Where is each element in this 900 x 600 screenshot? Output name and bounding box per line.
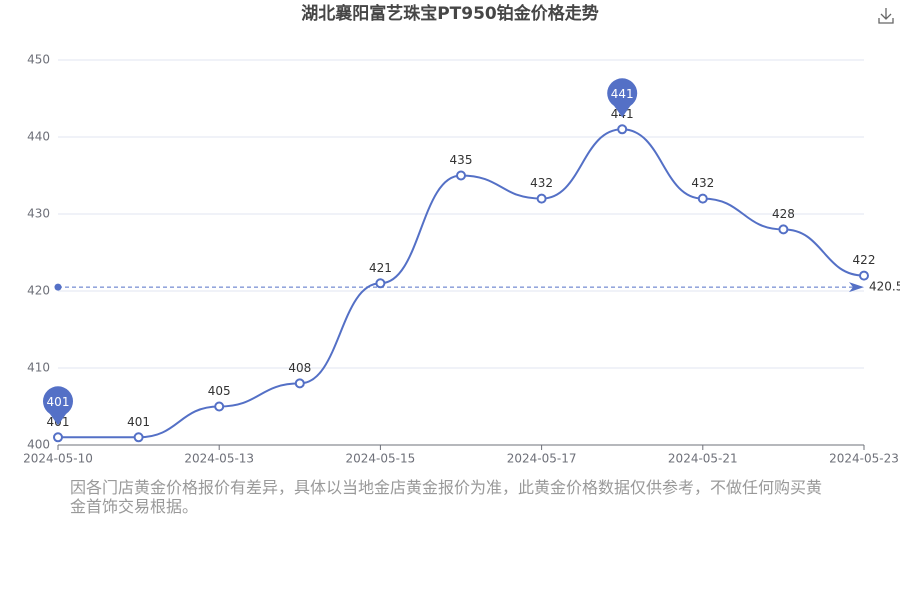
y-tick-label: 410 [27,361,50,375]
point [778,224,789,235]
x-tick-label: 2024-05-10 [23,452,93,466]
point [294,378,305,389]
x-tick-label: 2024-05-17 [507,452,577,466]
x-tick-label: 2024-05-15 [346,452,416,466]
value-label: 432 [530,176,553,190]
chart-title: 湖北襄阳富艺珠宝PT950铂金价格走势 [301,3,599,24]
point [536,193,547,204]
x-tick-label: 2024-05-13 [184,452,254,466]
value-label: 405 [208,384,231,398]
y-tick-label: 440 [27,130,50,144]
value-label: 422 [853,253,876,267]
average-arrow [849,282,864,293]
pin-head [43,386,73,417]
y-tick-label: 420 [27,284,50,298]
value-label: 432 [691,176,714,190]
pin-label: 441 [611,87,634,101]
value-label: 435 [450,153,473,167]
point [617,124,628,135]
value-label: 408 [288,361,311,375]
footnote: 因各门店黄金价格报价有差异，具体以当地金店黄金报价为准，此黄金价格数据仅供参考，… [70,478,823,516]
value-label: 401 [127,415,150,429]
point [214,401,225,412]
value-label: 421 [369,261,392,275]
average-start [54,283,62,291]
value-label: 428 [772,207,795,221]
x-tick-label: 2024-05-21 [668,452,738,466]
point [53,432,63,443]
point [697,193,708,204]
download-icon[interactable] [878,8,894,24]
point [375,278,386,289]
pin-head [607,78,638,109]
y-tick-label: 430 [27,207,50,221]
point [133,432,144,443]
average-label: 420.5 [869,280,900,294]
pin-label: 401 [47,395,70,409]
y-tick-label: 400 [27,438,50,452]
point [456,170,466,181]
point [859,270,869,281]
x-tick-label: 2024-05-23 [829,452,899,466]
y-tick-label: 450 [27,53,50,67]
